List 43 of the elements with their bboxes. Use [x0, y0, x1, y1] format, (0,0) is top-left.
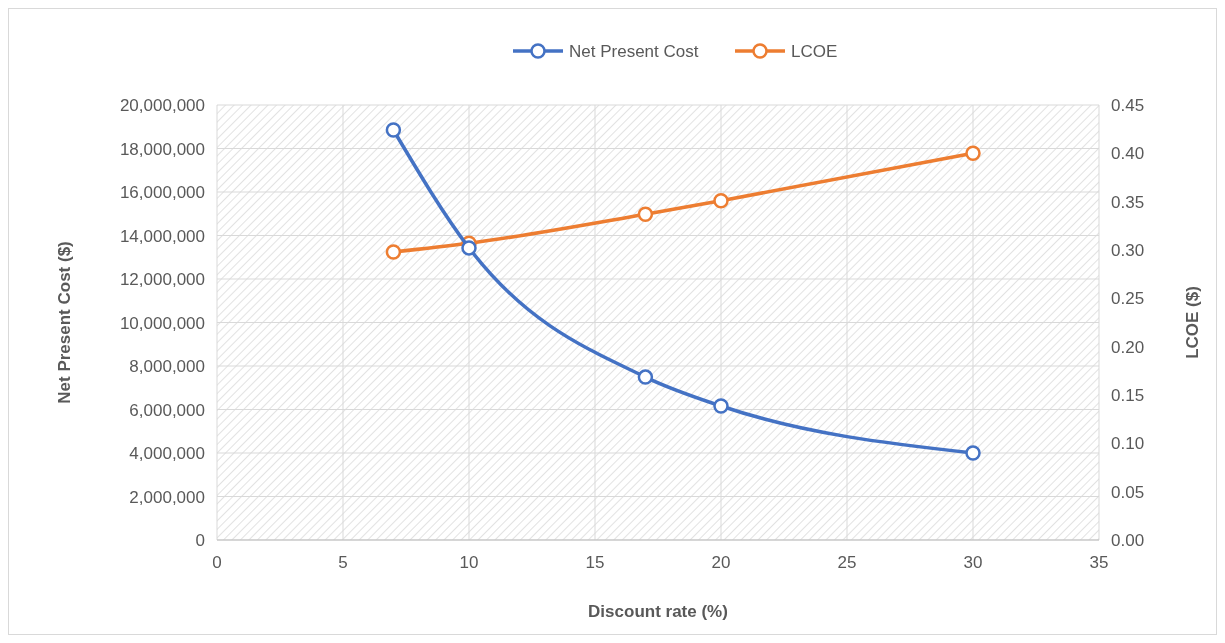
y-tick-label: 12,000,000: [119, 270, 205, 289]
x-tick-label: 10: [459, 553, 479, 572]
point: [713, 398, 729, 414]
y-tick-label: 10,000,000: [119, 313, 205, 333]
point: [461, 240, 477, 256]
legend-label: LCOE: [791, 42, 838, 61]
point: [965, 145, 981, 162]
y2-tick-label: 0.25: [1111, 289, 1145, 309]
x-tick-label: 15: [585, 553, 605, 572]
y2-tick-label: 0.15: [1111, 386, 1145, 405]
x-tick-label: 35: [1089, 553, 1109, 572]
x-tick-label: 0: [212, 553, 222, 572]
y2-tick-label: 0.10: [1111, 434, 1145, 454]
point: [965, 445, 981, 461]
y-tick-label: 20,000,000: [119, 96, 205, 115]
y2-tick-label: 0.40: [1111, 144, 1145, 164]
x-tick-label: 20: [711, 553, 731, 572]
y2-tick-label: 0.20: [1111, 337, 1145, 357]
y-tick-label: 6,000,000: [129, 400, 205, 420]
point: [713, 192, 729, 209]
y2-axis-title: LCOE ($): [1183, 286, 1202, 359]
y-tick-label: 14,000,000: [119, 226, 205, 246]
point: [385, 122, 402, 138]
x-tick-label: 30: [963, 553, 983, 572]
y-axis-title: Net Present Cost ($): [55, 241, 74, 404]
y2-tick-label: 0.30: [1111, 241, 1145, 260]
y-tick-label: 8,000,000: [129, 357, 205, 376]
y-tick-label: 4,000,000: [129, 444, 205, 463]
point: [637, 206, 654, 222]
x-tick-label: 25: [837, 553, 857, 572]
x-axis-title: Discount rate (%): [588, 602, 728, 621]
x-tick-label: 5: [338, 553, 348, 572]
y-tick-label: 0: [195, 531, 205, 550]
y-tick-label: 18,000,000: [119, 139, 205, 159]
y2-tick-label: 0.00: [1111, 531, 1145, 550]
y2-tick-label: 0.45: [1111, 96, 1145, 115]
y-tick-label: 16,000,000: [119, 183, 205, 202]
point: [637, 369, 654, 385]
y2-tick-label: 0.05: [1111, 482, 1145, 502]
y2-tick-label: 0.35: [1111, 192, 1145, 212]
legend-label: Net Present Cost: [569, 42, 699, 61]
point: [385, 244, 402, 260]
y-tick-label: 2,000,000: [129, 487, 205, 507]
